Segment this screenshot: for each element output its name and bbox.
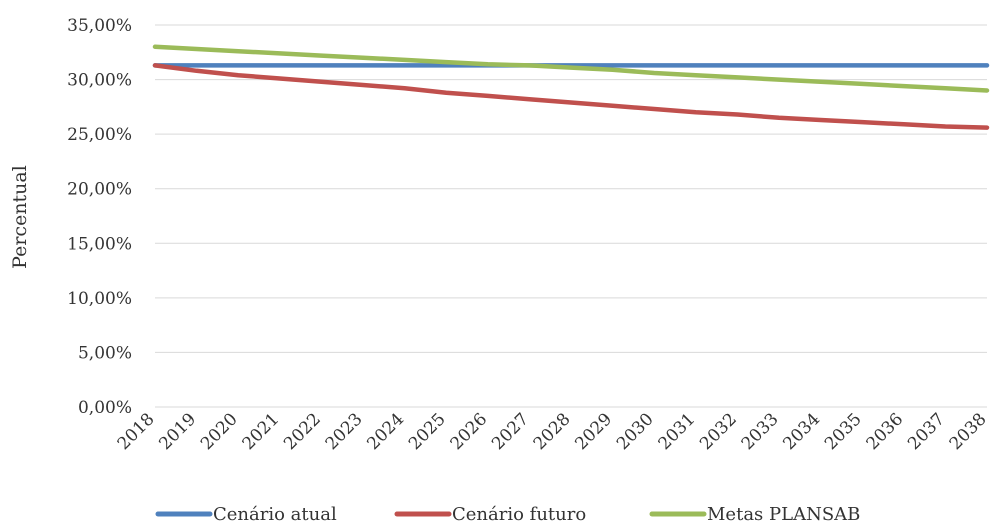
x-tick-label: 2027 [488, 409, 533, 454]
legend-label: Cenário futuro [452, 504, 586, 525]
y-tick-label: 25,00% [67, 125, 132, 145]
x-axis-tick-labels: 2018201920202021202220232024202520262027… [114, 409, 991, 454]
x-tick-label: 2029 [571, 409, 616, 454]
x-tick-label: 2031 [655, 409, 700, 454]
x-tick-label: 2032 [696, 409, 741, 454]
series-line-2 [152, 63, 990, 130]
series-lines [152, 44, 990, 130]
x-tick-label: 2030 [613, 409, 658, 454]
x-tick-label: 2019 [155, 409, 200, 454]
y-axis-label: Percentual [9, 165, 31, 269]
legend-label: Metas PLANSAB [707, 504, 860, 525]
x-tick-label: 2034 [779, 409, 824, 454]
legend-label: Cenário atual [213, 504, 337, 525]
y-tick-label: 30,00% [67, 71, 132, 91]
y-tick-label: 0,00% [78, 398, 132, 418]
x-tick-label: 2035 [821, 409, 866, 454]
x-tick-label: 2020 [197, 409, 242, 454]
x-tick-label: 2028 [530, 409, 575, 454]
x-tick-label: 2024 [363, 409, 408, 454]
y-tick-label: 15,00% [67, 234, 132, 254]
x-tick-label: 2025 [405, 409, 450, 454]
x-tick-label: 2026 [447, 409, 492, 454]
y-tick-label: 10,00% [67, 289, 132, 309]
y-tick-label: 35,00% [67, 16, 132, 36]
x-tick-label: 2021 [239, 409, 284, 454]
y-tick-label: 20,00% [67, 180, 132, 200]
x-tick-label: 2022 [280, 409, 325, 454]
y-axis-tick-labels: 0,00% 5,00% 10,00% 15,00% 20,00% 25,00% 30,00%… [67, 16, 132, 418]
series-line-3 [152, 44, 990, 93]
x-tick-label: 2037 [904, 409, 949, 454]
x-tick-label: 2023 [322, 409, 367, 454]
y-tick-label: 5,00% [78, 343, 132, 363]
x-tick-label: 2038 [946, 409, 991, 454]
x-tick-label: 2033 [738, 409, 783, 454]
legend: Cenário atual Cenário futuro Metas PLANSAB [155, 504, 860, 525]
x-tick-label: 2036 [863, 409, 908, 454]
